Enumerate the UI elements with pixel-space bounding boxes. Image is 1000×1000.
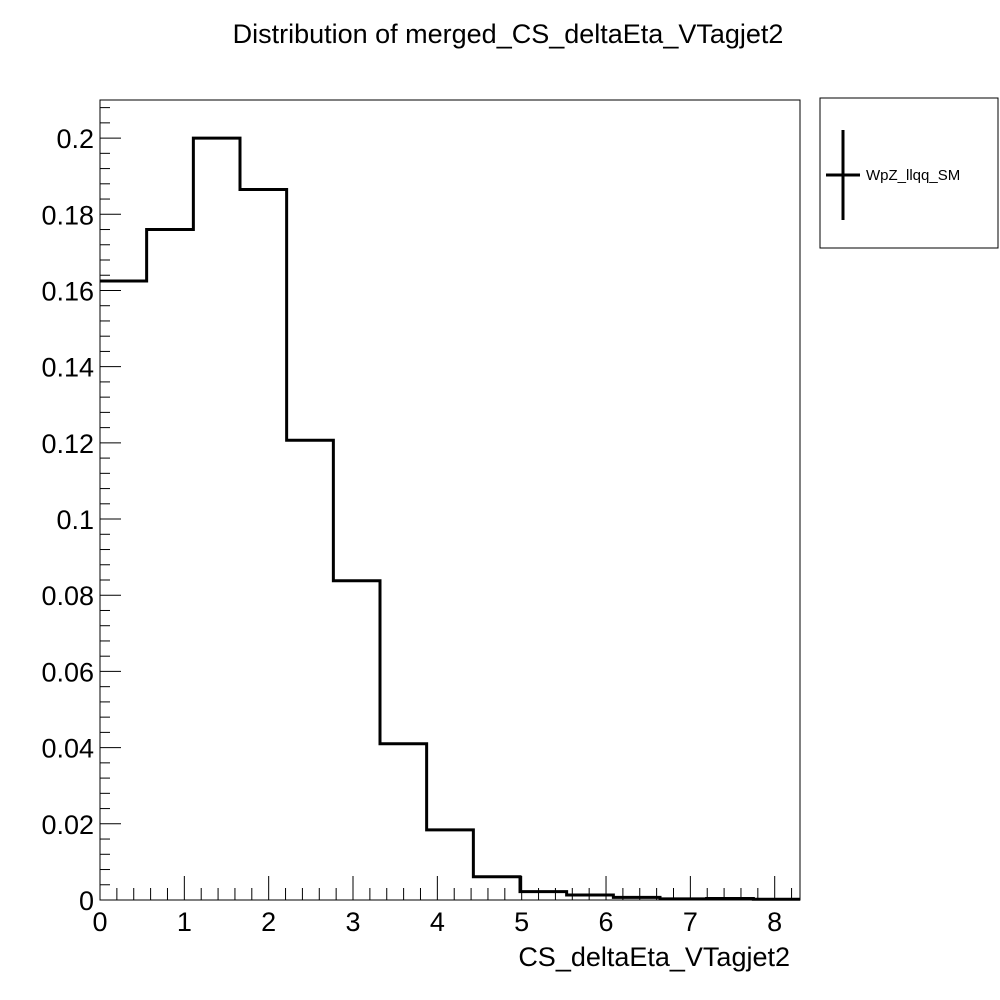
- histogram-bin: [333, 581, 380, 900]
- histogram-bin: [427, 830, 474, 900]
- x-tick-label: 6: [599, 907, 614, 937]
- y-tick-label: 0.18: [41, 200, 94, 230]
- x-tick-label: 1: [177, 907, 192, 937]
- histogram-bin: [193, 138, 240, 900]
- chart-title: Distribution of merged_CS_deltaEta_VTagj…: [233, 19, 784, 49]
- histogram-bin: [147, 230, 194, 900]
- histogram-line: [100, 136, 800, 901]
- y-tick-label: 0.14: [41, 353, 94, 383]
- legend-box: [819, 97, 999, 249]
- x-tick-label: 0: [92, 907, 107, 937]
- y-tick-label: 0.1: [56, 505, 94, 535]
- x-tick-label: 3: [345, 907, 360, 937]
- y-tick-label: 0.2: [56, 124, 94, 154]
- x-tick-label: 8: [767, 907, 782, 937]
- histogram-series: [100, 136, 800, 901]
- y-tick-label: 0.06: [41, 657, 94, 687]
- histogram-bin: [240, 190, 287, 900]
- tick-labels: 0 1 2 3 4 5 6 7 8 0 0.02 0.04 0.06 0.08 0.1 0.12 0.14 0.1…: [41, 124, 782, 937]
- histogram-bin: [473, 877, 520, 900]
- axis-ticks: [99, 107, 793, 901]
- legend: WpZ_llqq_SM: [819, 97, 999, 249]
- y-tick-label: 0.04: [41, 734, 94, 764]
- x-axis-label: CS_deltaEta_VTagjet2: [518, 942, 790, 972]
- legend-entry-label: WpZ_llqq_SM: [866, 167, 960, 184]
- x-tick-label: 7: [683, 907, 698, 937]
- x-tick-label: 4: [430, 907, 445, 937]
- y-tick-label: 0: [79, 886, 94, 916]
- histogram-bin: [287, 440, 334, 900]
- y-tick-label: 0.16: [41, 276, 94, 306]
- x-tick-label: 5: [514, 907, 529, 937]
- x-tick-label: 2: [261, 907, 276, 937]
- y-tick-label: 0.02: [41, 810, 94, 840]
- y-tick-label: 0.12: [41, 429, 94, 459]
- histogram-bin: [380, 744, 427, 900]
- y-tick-label: 0.08: [41, 581, 94, 611]
- histogram-bin: [100, 281, 147, 900]
- plot-frame: [99, 99, 801, 901]
